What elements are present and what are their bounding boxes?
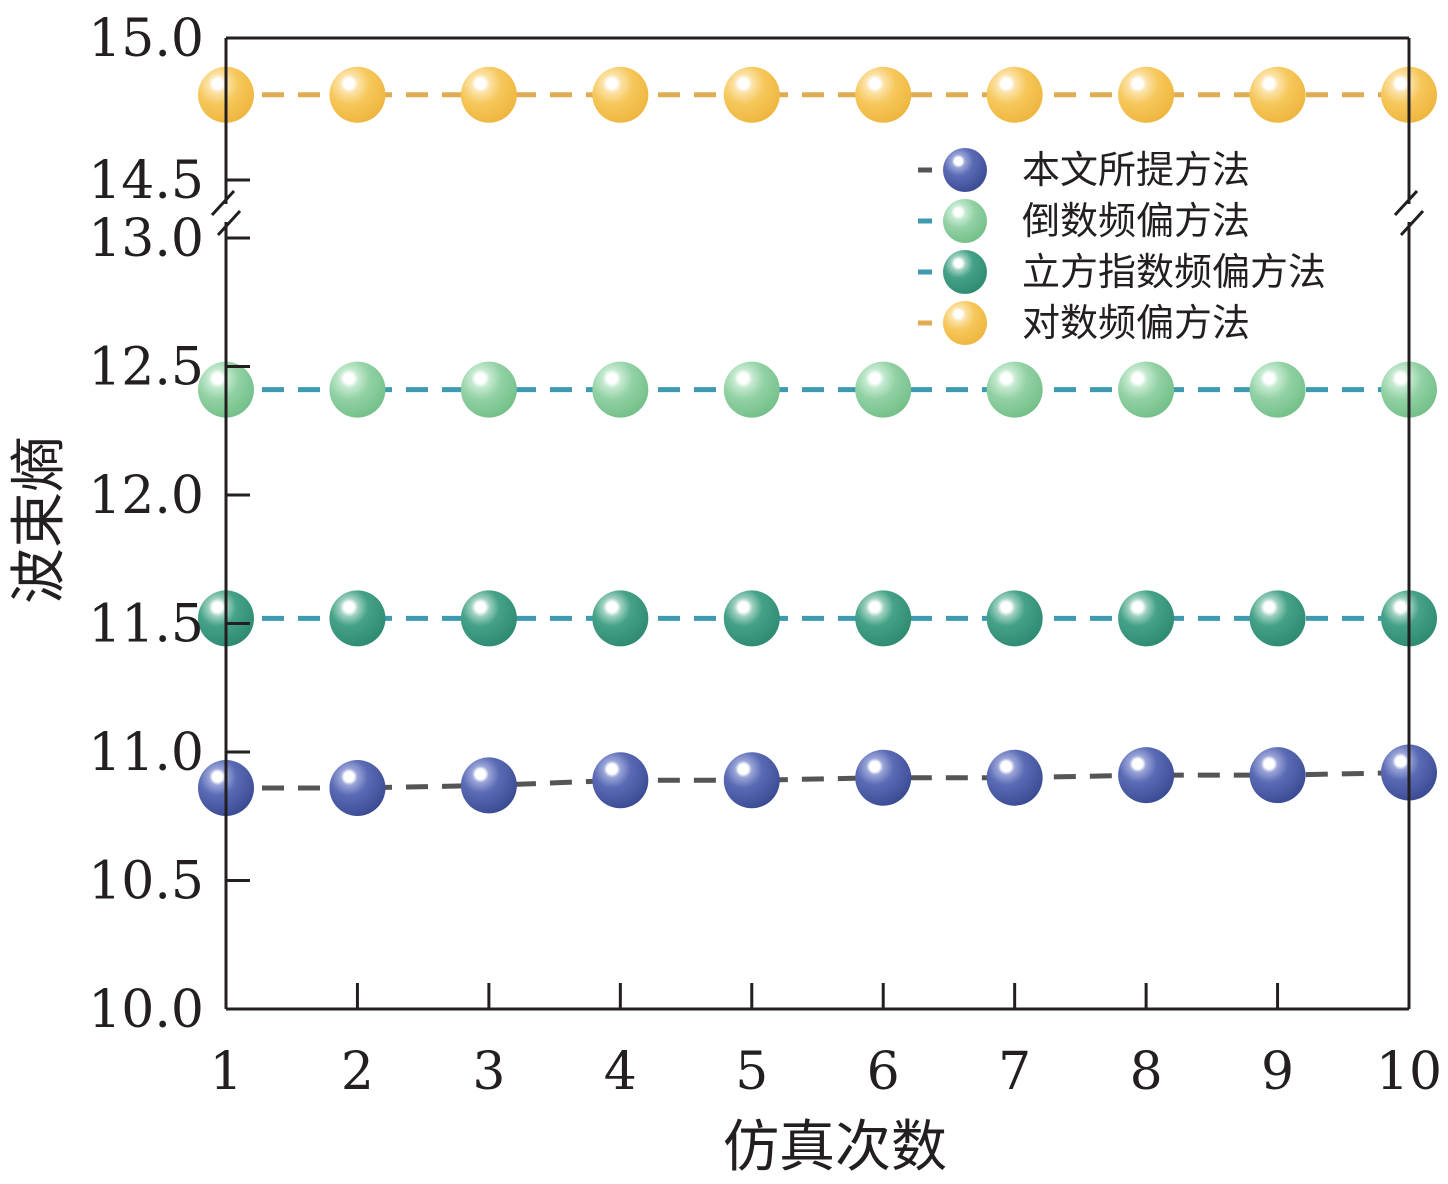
x-tick-label: 1 [209, 1042, 242, 1102]
data-point [329, 759, 386, 816]
x-tick-label: 7 [998, 1042, 1031, 1102]
legend-label: 立方指数频偏方法 [1022, 250, 1326, 294]
series-layer [198, 66, 1437, 816]
axis-break-slash [210, 189, 236, 217]
data-point [855, 590, 912, 647]
data-point [855, 749, 912, 806]
legend-label: 倒数频偏方法 [1022, 199, 1250, 243]
data-point [592, 361, 649, 418]
data-point [460, 757, 517, 814]
y-tick-label: 10.5 [88, 852, 204, 912]
data-point [855, 66, 912, 123]
data-point [723, 361, 780, 418]
data-point [1118, 66, 1175, 123]
x-tick-label: 2 [341, 1042, 374, 1102]
x-tick-label: 6 [867, 1042, 900, 1102]
data-point [986, 361, 1043, 418]
legend-item: 立方指数频偏方法 [918, 250, 1326, 294]
legend-label: 对数频偏方法 [1022, 301, 1250, 345]
axis-break-left [210, 189, 242, 237]
legend-marker [943, 148, 987, 192]
y-tick-label: 11.5 [88, 595, 204, 655]
x-axis-title: 仿真次数 [723, 1115, 947, 1180]
y-tick-label: 13.0 [88, 209, 204, 269]
y-axis-title: 波束熵 [7, 436, 72, 604]
series-3 [198, 590, 1437, 647]
axis-break-right [1393, 189, 1425, 237]
data-point [1249, 66, 1306, 123]
y-tick-label: 12.5 [88, 338, 204, 398]
data-point [1118, 747, 1175, 804]
data-point [1118, 361, 1175, 418]
axis-break-gap [220, 204, 232, 222]
axis-break-slash [1399, 209, 1425, 237]
data-point [855, 361, 912, 418]
x-tick-label: 4 [604, 1042, 637, 1102]
data-point [460, 590, 517, 647]
data-point [592, 66, 649, 123]
data-point [1249, 361, 1306, 418]
data-point [460, 66, 517, 123]
x-tick-label: 9 [1261, 1042, 1294, 1102]
y-tick-label: 14.5 [88, 151, 204, 211]
axis-break-slash [216, 209, 242, 237]
data-point [1249, 590, 1306, 647]
legend-marker [943, 199, 987, 243]
series-1 [198, 744, 1437, 816]
y-tick-label: 15.0 [88, 9, 204, 69]
data-point [329, 361, 386, 418]
data-point [723, 590, 780, 647]
data-point [592, 590, 649, 647]
data-point [723, 66, 780, 123]
data-point [986, 749, 1043, 806]
legend-marker [943, 250, 987, 294]
axis-break-slash [1393, 189, 1419, 217]
data-point [592, 752, 649, 809]
data-point [986, 590, 1043, 647]
data-point [1249, 747, 1306, 804]
x-tick-label: 8 [1130, 1042, 1163, 1102]
series-2 [198, 361, 1437, 418]
legend-item: 对数频偏方法 [918, 301, 1250, 345]
plot-frame [210, 36, 1425, 1011]
data-point [329, 66, 386, 123]
legend-label: 本文所提方法 [1022, 148, 1250, 192]
series-1-line [226, 770, 1410, 791]
y-tick-label: 12.0 [88, 466, 204, 526]
data-point [723, 752, 780, 809]
x-tick-label: 10 [1376, 1042, 1442, 1102]
axis-break-gap [1403, 204, 1415, 222]
data-point [986, 66, 1043, 123]
legend-marker [943, 301, 987, 345]
data-point [460, 361, 517, 418]
y-tick-label: 10.0 [88, 980, 204, 1040]
y-tick-label: 11.0 [88, 723, 204, 783]
legend-item: 本文所提方法 [918, 148, 1250, 192]
series-4 [198, 66, 1437, 123]
x-tick-label: 5 [735, 1042, 768, 1102]
x-tick-label: 3 [472, 1042, 505, 1102]
axes: 1 2 3 4 5 6 7 8 9 1010.010.511.011.512.012.513.01… [88, 9, 1442, 1102]
data-point [1118, 590, 1175, 647]
data-point [329, 590, 386, 647]
legend-item: 倒数频偏方法 [918, 199, 1250, 243]
